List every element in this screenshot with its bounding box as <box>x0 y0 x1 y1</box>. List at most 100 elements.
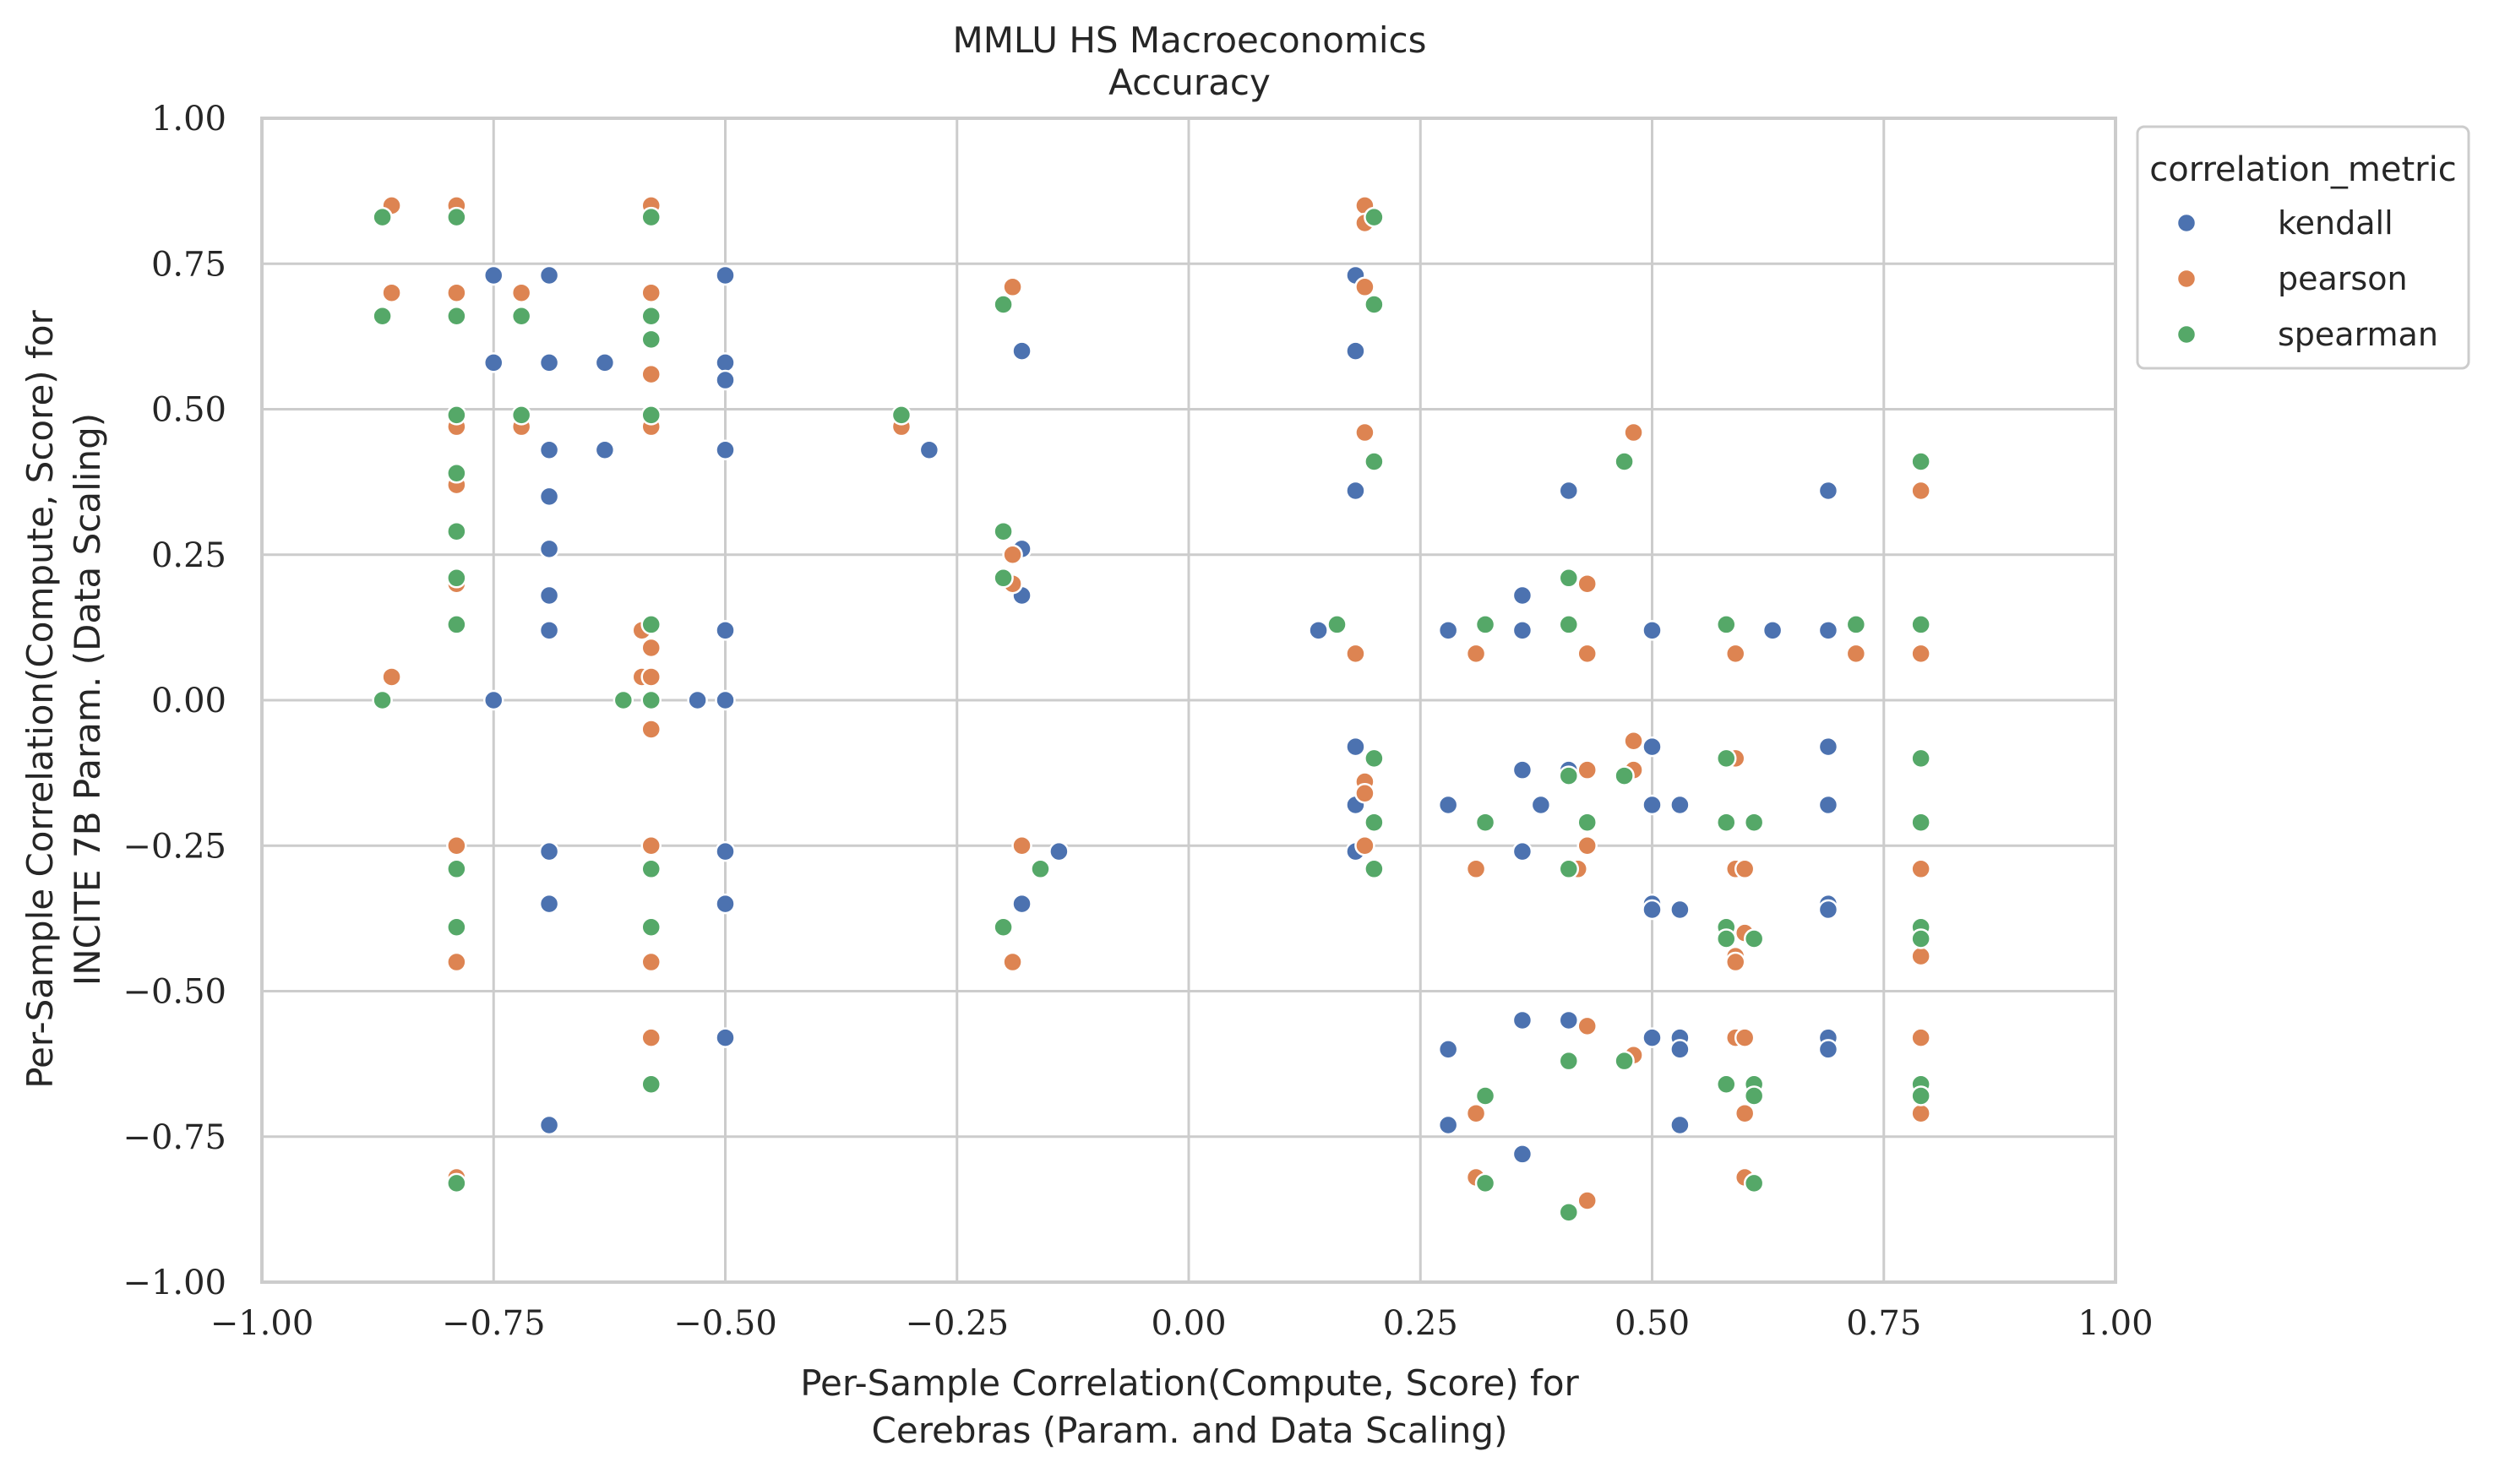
spearman-point <box>1716 614 1737 635</box>
kendall-point <box>1642 1027 1663 1048</box>
pearson-point <box>1576 1190 1598 1211</box>
spearman-point <box>1716 928 1737 949</box>
pearson-point <box>1002 951 1023 973</box>
pearson-point <box>1734 1027 1756 1048</box>
spearman-point <box>446 206 467 228</box>
kendall-point <box>1669 899 1691 921</box>
kendall-point <box>715 840 736 862</box>
kendall-point <box>1345 340 1366 361</box>
y-tick-label: −0.50 <box>123 973 226 1012</box>
x-tick-label: −1.00 <box>210 1304 314 1343</box>
spearman-point <box>1716 812 1737 833</box>
kendall-point <box>1048 840 1070 862</box>
kendall-point <box>687 689 708 711</box>
spearman-point <box>640 689 662 711</box>
spearman-point <box>1845 614 1867 635</box>
kendall-point <box>1817 620 1839 641</box>
kendall-point <box>1642 736 1663 758</box>
plot-area-frame <box>260 117 2117 1284</box>
pearson-point <box>1910 480 1931 502</box>
spearman-point <box>1364 858 1385 880</box>
kendall-point <box>918 439 940 460</box>
kendall-point <box>1437 620 1459 641</box>
spearman-point <box>372 306 393 327</box>
pearson-point <box>1576 573 1598 595</box>
y-axis-label-line-1: Per-Sample Correlation(Compute, Score) f… <box>19 309 61 1088</box>
kendall-point <box>1817 736 1839 758</box>
pearson-point <box>446 282 467 303</box>
spearman-point <box>1716 747 1737 769</box>
pearson-point <box>640 282 662 303</box>
chart-title-line-1: MMLU HS Macroeconomics <box>952 19 1426 61</box>
pearson-point <box>1623 421 1644 443</box>
spearman-point <box>372 689 393 711</box>
pearson-point <box>1910 858 1931 880</box>
spearman-point <box>1364 812 1385 833</box>
legend-marker-kendall <box>2175 212 2197 234</box>
spearman-point <box>446 916 467 938</box>
pearson-point <box>1465 858 1487 880</box>
legend-label-pearson: pearson <box>2278 260 2408 297</box>
spearman-point <box>1743 1085 1765 1106</box>
pearson-point <box>1845 643 1867 665</box>
kendall-point <box>1437 1039 1459 1060</box>
spearman-point <box>1743 1172 1765 1194</box>
pearson-point <box>381 282 402 303</box>
pearson-point <box>1734 858 1756 880</box>
pearson-point <box>510 282 532 303</box>
pearson-point <box>640 719 662 740</box>
spearman-point <box>1326 614 1348 635</box>
spearman-point <box>1743 928 1765 949</box>
kendall-point <box>1511 620 1533 641</box>
legend: correlation_metric kendall pearson spearma… <box>2136 125 2470 370</box>
spearman-point <box>1910 451 1931 472</box>
kendall-point <box>538 893 560 915</box>
pearson-point <box>1011 835 1032 856</box>
y-axis-label-line-2: INCITE 7B Param. (Data Scaling) <box>67 413 108 986</box>
y-tick-label: −0.25 <box>123 827 226 866</box>
spearman-point <box>993 568 1014 589</box>
spearman-point <box>510 306 532 327</box>
spearman-point <box>372 206 393 228</box>
kendall-point <box>1642 794 1663 816</box>
pearson-point <box>640 1027 662 1048</box>
chart-title-line-2: Accuracy <box>1108 62 1271 103</box>
spearman-point <box>640 206 662 228</box>
spearman-point <box>1558 568 1580 589</box>
kendall-point <box>1437 1114 1459 1136</box>
x-tick-label: −0.50 <box>673 1304 777 1343</box>
spearman-point <box>1558 765 1580 786</box>
spearman-point <box>1910 812 1931 833</box>
kendall-point <box>715 620 736 641</box>
spearman-point <box>993 916 1014 938</box>
pearson-point <box>381 666 402 688</box>
kendall-point <box>538 352 560 373</box>
kendall-point <box>538 439 560 460</box>
pearson-point <box>1734 1102 1756 1124</box>
kendall-point <box>715 689 736 711</box>
kendall-point <box>538 486 560 508</box>
spearman-point <box>446 306 467 327</box>
kendall-point <box>1308 620 1329 641</box>
pearson-point <box>640 637 662 659</box>
spearman-point <box>1910 928 1931 949</box>
kendall-point <box>715 369 736 391</box>
tick-labels: −1.00 −0.75 −0.50 −0.25 0.00 0.25 0.50 0.75 1.00… <box>123 100 2153 1343</box>
pearson-point <box>1576 759 1598 780</box>
spearman-point <box>993 294 1014 315</box>
kendall-point <box>1530 794 1552 816</box>
y-tick-label: 1.00 <box>151 100 226 139</box>
kendall-point <box>1511 1009 1533 1031</box>
kendall-point <box>1511 840 1533 862</box>
kendall-point <box>715 439 736 460</box>
spearman-point <box>1364 294 1385 315</box>
y-tick-label: 0.75 <box>151 245 226 284</box>
spearman-point <box>1743 812 1765 833</box>
kendall-point <box>1511 1144 1533 1165</box>
spearman-point <box>446 520 467 542</box>
kendall-point <box>538 620 560 641</box>
kendall-point <box>483 689 504 711</box>
kendall-point <box>1011 340 1032 361</box>
pearson-point <box>1576 643 1598 665</box>
